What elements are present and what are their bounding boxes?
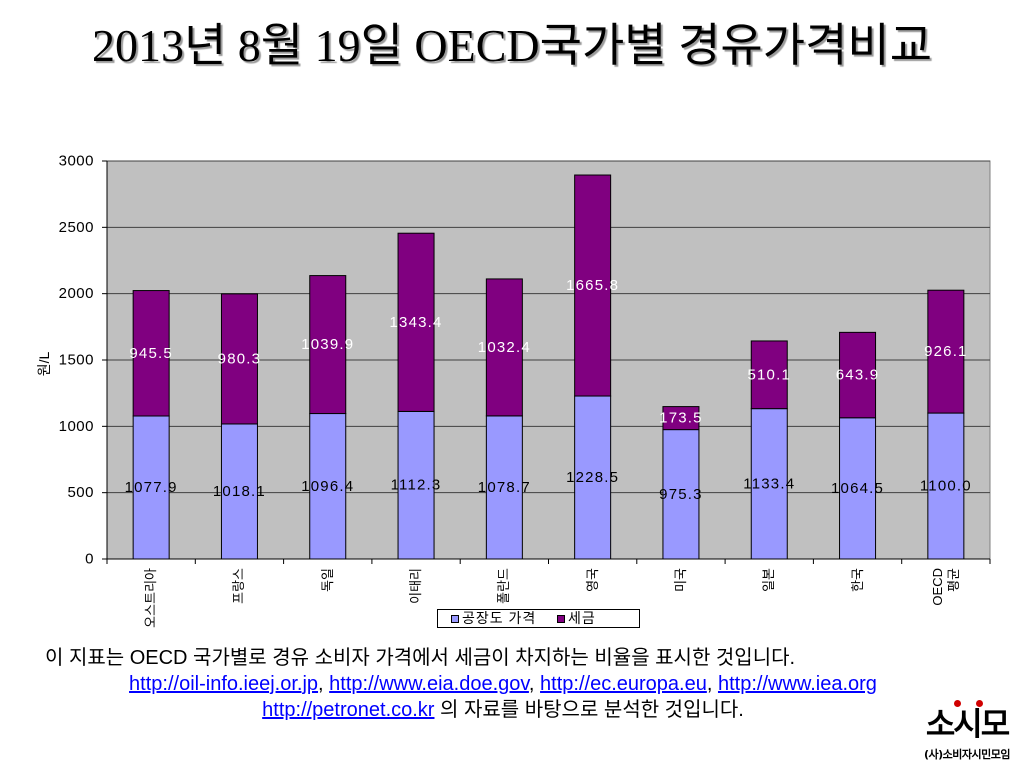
tax-label: 926.1	[924, 343, 968, 360]
tax-label: 510.1	[747, 366, 791, 383]
tax-bar	[485, 278, 523, 417]
category-label: 프랑스	[231, 568, 247, 604]
factory-price-bar	[662, 429, 700, 560]
factory-price-label: 1112.3	[391, 477, 442, 494]
factory-price-label: 1077.9	[125, 479, 178, 496]
factory-price-label: 1064.5	[831, 480, 884, 497]
legend-label-factory-price: 공장도 가격	[462, 610, 537, 626]
y-tick-label: 0	[85, 551, 94, 568]
factory-price-label: 1100.0	[920, 478, 972, 495]
category-label: 독일	[319, 568, 335, 592]
category-label: 일본	[761, 568, 777, 592]
y-tick-label: 1000	[59, 418, 94, 435]
factory-price-bar	[927, 412, 965, 560]
tax-bar	[927, 289, 965, 414]
y-tick-label: 500	[67, 484, 94, 501]
y-tick-label: 2500	[59, 219, 94, 236]
category-label: 이태리	[408, 568, 424, 604]
category-label: 한국	[849, 568, 865, 592]
logo-organization-name: (사)소비자시민모임	[923, 748, 1011, 761]
legend-label-tax: 세금	[568, 610, 596, 626]
factory-price-bar	[574, 395, 612, 560]
y-tick-label: 1500	[59, 352, 94, 369]
factory-price-label: 1133.4	[743, 475, 795, 492]
tax-label: 1032.4	[478, 339, 531, 356]
factory-price-label: 1096.4	[301, 478, 354, 495]
factory-price-bar	[750, 408, 788, 560]
tax-label: 1665.8	[566, 277, 619, 294]
tax-bar	[132, 290, 170, 417]
tax-bar	[397, 232, 435, 412]
factory-price-bar	[485, 415, 523, 560]
sources-line-2: http://petronet.co.kr 의 자료를 바탕으로 분석한 것입니…	[45, 697, 961, 723]
source-link-iea[interactable]: http://www.iea.org	[717, 673, 877, 695]
tax-label: 980.3	[218, 350, 262, 367]
source-link-petronet[interactable]: http://petronet.co.kr	[262, 699, 435, 721]
source-link-ieej[interactable]: http://oil-info.ieej.or.jp	[129, 673, 319, 695]
factory-price-label: 1018.1	[213, 483, 266, 500]
chart-layer: 0 500 1000 1500 2000 2500 3000 1077.9 945.5 1018.…	[36, 153, 991, 568]
logo-red-dot	[976, 700, 983, 707]
tax-label: 173.5	[659, 410, 703, 427]
category-label: 오스트리아	[143, 568, 159, 628]
caption-description: 이 지표는 OECD 국가별로 경유 소비자 가격에서 세금이 차지하는 비율을…	[45, 647, 796, 669]
legend-item-tax: 세금	[557, 610, 596, 627]
stacked-bar-chart: 0 500 1000 1500 2000 2500 3000 1077.9 945.5 1018.…	[36, 153, 991, 568]
legend-swatch-factory-price	[451, 614, 459, 623]
category-label: OECD 평균	[929, 568, 961, 606]
logo-red-dot	[954, 700, 961, 707]
logo-mark: 소시모	[925, 705, 1010, 743]
factory-price-bar	[309, 413, 347, 560]
factory-price-label: 1228.5	[566, 469, 619, 486]
caption-analysis-note: 의 자료를 바탕으로 분석한 것입니다.	[440, 699, 744, 721]
y-axis-title: 원/L	[36, 352, 52, 377]
tax-bar	[662, 406, 700, 431]
tax-label: 1039.9	[301, 336, 354, 353]
factory-price-bar	[397, 410, 435, 560]
y-tick-label: 3000	[59, 153, 94, 170]
legend-item-factory-price: 공장도 가격	[451, 610, 536, 627]
separator: ,	[318, 673, 324, 695]
tax-label: 643.9	[836, 367, 880, 384]
tax-label: 945.5	[129, 345, 173, 362]
separator: ,	[706, 673, 713, 695]
factory-price-label: 975.3	[659, 486, 703, 503]
factory-price-bar	[839, 417, 877, 560]
y-tick-label: 2000	[59, 285, 94, 302]
tax-bar	[574, 174, 612, 397]
organization-logo: 소시모 (사)소비자시민모임	[914, 698, 1020, 766]
source-link-eia[interactable]: http://www.eia.doe.gov	[329, 673, 529, 695]
source-link-europa[interactable]: http://ec.europa.eu	[540, 673, 707, 695]
tax-label: 1343.4	[390, 314, 443, 331]
slide-title: 2013년 8월 19일 OECD국가별 경유가격비교	[91, 20, 933, 71]
category-label: 미국	[672, 568, 688, 592]
sources-line: http://oil-info.ieej.or.jp, http://www.e…	[45, 671, 961, 697]
caption-block: 이 지표는 OECD 국가별로 경유 소비자 가격에서 세금이 차지하는 비율을…	[45, 645, 961, 723]
separator: ,	[528, 673, 535, 695]
factory-price-bar	[132, 415, 170, 560]
tax-bar	[220, 293, 258, 425]
legend-swatch-tax	[557, 614, 565, 623]
tax-bar	[309, 275, 347, 415]
chart-legend: 공장도 가격 세금	[437, 609, 640, 628]
tax-bar	[839, 331, 877, 419]
tax-bar	[750, 340, 788, 410]
factory-price-label: 1078.7	[478, 479, 531, 496]
